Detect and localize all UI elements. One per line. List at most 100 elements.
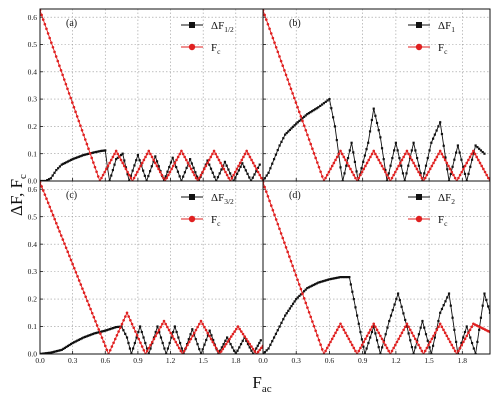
data-point-circle (367, 331, 371, 335)
data-point-circle (105, 167, 108, 171)
data-point-circle (485, 173, 488, 177)
data-point-square (132, 347, 135, 350)
data-point-circle (260, 346, 263, 350)
data-point-circle (462, 167, 465, 171)
data-point-square (57, 349, 60, 352)
data-point-square (43, 352, 46, 354)
data-point-circle (142, 348, 146, 352)
data-point-square (172, 330, 175, 334)
data-point-circle (61, 238, 65, 241)
data-point-circle (211, 152, 214, 156)
data-point-circle (309, 142, 313, 146)
data-point-circle (349, 167, 352, 171)
data-point-circle (370, 152, 374, 156)
data-point-circle (72, 105, 76, 109)
data-point-square (94, 150, 98, 154)
data-point-circle (452, 173, 455, 177)
data-point-square (410, 346, 414, 349)
data-point-square (326, 278, 329, 281)
data-point-circle (360, 343, 364, 347)
data-point-square (198, 347, 201, 351)
data-point-circle (340, 152, 344, 156)
data-point-square (339, 166, 342, 169)
data-point-circle (258, 173, 262, 177)
data-point-square (113, 163, 116, 166)
data-point-circle (372, 149, 376, 153)
data-point-square (60, 163, 63, 166)
data-point-circle (76, 275, 79, 278)
data-point-square (126, 173, 129, 176)
data-point-square (145, 347, 149, 350)
data-point-square (171, 156, 174, 159)
data-point-circle (64, 246, 68, 250)
data-point-square (65, 345, 68, 349)
data-point-square (391, 308, 394, 312)
data-point-circle (69, 96, 73, 100)
legend-label: Fc (211, 42, 221, 56)
data-point-circle (55, 221, 58, 225)
data-point-square (44, 179, 47, 181)
data-point-square (48, 351, 51, 354)
data-point-circle (408, 328, 412, 332)
data-point-square (47, 178, 51, 181)
x-tick-label: 0.6 (325, 356, 335, 365)
data-point-square (52, 350, 56, 353)
data-point-square (82, 336, 85, 339)
data-point-square (90, 333, 93, 336)
data-point-square (287, 309, 290, 312)
data-point-circle (221, 347, 225, 351)
data-point-square (142, 169, 145, 172)
data-point-square (298, 294, 301, 298)
data-point-square (93, 151, 96, 154)
data-point-circle (385, 173, 389, 177)
data-point-circle (269, 204, 273, 207)
data-point-circle (437, 152, 440, 156)
data-point-square (251, 176, 254, 179)
data-point-square (317, 281, 320, 284)
data-point-square (152, 336, 156, 339)
data-point-circle (41, 18, 45, 21)
data-point-circle (45, 27, 48, 31)
data-point-circle (135, 333, 139, 337)
data-point-circle (118, 155, 121, 159)
data-point-square (389, 164, 392, 167)
data-point-square (377, 346, 380, 349)
data-point-square (414, 149, 417, 152)
data-point-circle (71, 262, 74, 266)
data-point-square (226, 336, 229, 339)
data-point-circle (231, 332, 235, 336)
data-point-square (241, 339, 244, 342)
data-point-circle (460, 170, 464, 174)
data-point-square (309, 111, 312, 114)
data-point-circle (468, 155, 472, 159)
data-point-square (234, 352, 237, 354)
data-point-square (99, 149, 103, 153)
data-point-square (163, 347, 166, 350)
data-point-square (412, 141, 415, 144)
data-point-circle (430, 337, 434, 341)
data-point-square (157, 165, 160, 168)
data-point-circle (329, 340, 332, 344)
data-point-square (455, 151, 458, 154)
data-point-circle (139, 341, 142, 345)
data-point-square (315, 282, 318, 285)
data-point-square (51, 351, 54, 354)
data-point-square (384, 168, 387, 172)
data-point-circle (415, 340, 419, 344)
data-point-circle (448, 340, 452, 344)
data-point-square (481, 150, 484, 154)
data-point-square (175, 330, 178, 334)
data-point-circle (68, 254, 71, 258)
legend-marker-square (416, 194, 422, 200)
data-point-circle (292, 269, 296, 272)
data-point-circle (132, 326, 136, 330)
data-point-circle (204, 164, 208, 168)
data-point-square (352, 297, 355, 301)
data-point-square (285, 131, 288, 135)
data-point-circle (384, 343, 387, 347)
data-point-circle (134, 330, 137, 333)
data-point-circle (186, 161, 190, 165)
data-point-circle (122, 318, 125, 322)
data-point-square (442, 304, 445, 307)
